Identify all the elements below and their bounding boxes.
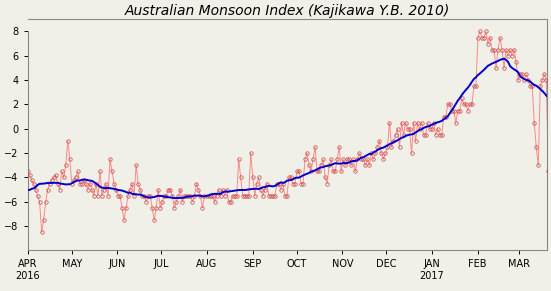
Title: Australian Monsoon Index (Kajikawa Y.B. 2010): Australian Monsoon Index (Kajikawa Y.B. … xyxy=(125,4,450,18)
